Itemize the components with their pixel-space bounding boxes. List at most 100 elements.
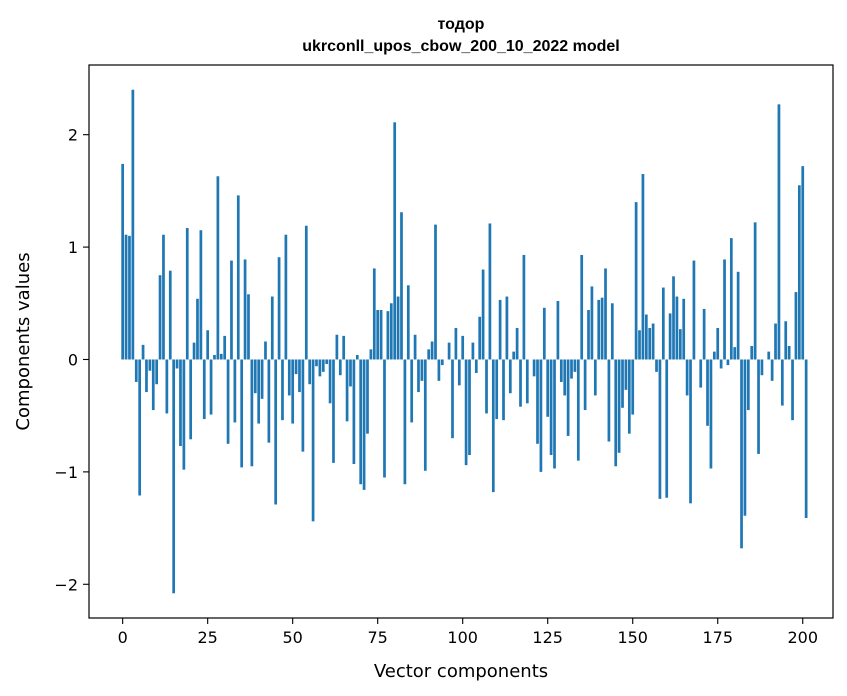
x-axis: 0 25 50 75 100 125 150 175 200 <box>118 618 818 647</box>
bar-187 <box>757 359 760 454</box>
bar-73 <box>369 349 373 360</box>
bars-group <box>121 89 808 594</box>
bar-175 <box>716 328 720 360</box>
y-tick-label: 1 <box>68 238 78 257</box>
bar-200 <box>801 166 805 360</box>
bar-11 <box>158 275 162 360</box>
bar-67 <box>349 359 352 387</box>
bar-107 <box>485 359 488 414</box>
bar-90 <box>427 349 431 360</box>
bar-133 <box>573 359 577 372</box>
bar-7 <box>145 359 148 393</box>
x-tick-label: 75 <box>368 628 388 647</box>
chart-title-line1: тодор <box>438 16 485 33</box>
bar-151 <box>634 202 638 360</box>
bar-92 <box>434 224 437 360</box>
bar-65 <box>342 335 346 360</box>
bar-159 <box>661 287 665 360</box>
bar-87 <box>417 359 420 393</box>
bar-4 <box>134 359 138 382</box>
bar-116 <box>515 328 519 360</box>
bar-70 <box>359 359 363 485</box>
bar-42 <box>264 341 267 360</box>
bar-30 <box>223 335 227 360</box>
y-tick-label: 0 <box>68 350 78 369</box>
bar-3 <box>131 89 135 360</box>
bar-21 <box>192 342 196 360</box>
bar-109 <box>491 359 495 493</box>
bar-161 <box>668 313 672 360</box>
bar-105 <box>478 316 482 360</box>
bar-141 <box>600 297 604 360</box>
bar-198 <box>794 292 798 360</box>
bar-44 <box>270 296 274 360</box>
bar-149 <box>627 359 631 434</box>
bar-172 <box>706 359 709 426</box>
plot-frame <box>88 64 834 619</box>
bar-119 <box>525 359 529 404</box>
bar-69 <box>355 354 359 360</box>
bar-13 <box>165 359 169 414</box>
bar-113 <box>505 296 509 360</box>
bar-35 <box>240 359 244 468</box>
bar-147 <box>621 359 624 408</box>
bar-102 <box>468 359 471 456</box>
bar-188 <box>760 359 764 376</box>
bar-17 <box>179 359 182 447</box>
bar-110 <box>495 359 499 420</box>
bar-47 <box>281 359 284 421</box>
bar-195 <box>784 321 788 360</box>
bar-60 <box>325 359 329 364</box>
bar-145 <box>614 359 618 467</box>
bar-88 <box>420 359 424 381</box>
bar-82 <box>400 212 403 360</box>
bar-130 <box>563 359 567 396</box>
bar-97 <box>451 359 454 439</box>
bar-182 <box>740 359 743 549</box>
bar-41 <box>260 359 264 399</box>
bar-98 <box>454 328 458 360</box>
bar-112 <box>502 359 505 421</box>
bar-192 <box>774 323 777 360</box>
bar-184 <box>746 359 750 411</box>
bar-6 <box>141 344 145 360</box>
bar-76 <box>379 310 383 360</box>
bar-131 <box>566 359 570 436</box>
bar-25 <box>206 330 210 360</box>
bar-183 <box>743 359 747 516</box>
bar-185 <box>750 345 754 360</box>
y-axis-label: Components values <box>13 252 34 430</box>
bar-122 <box>536 359 539 444</box>
bar-106 <box>481 269 485 360</box>
bar-155 <box>648 328 652 360</box>
bar-40 <box>257 359 261 424</box>
bar-31 <box>226 359 230 444</box>
bar-18 <box>182 359 186 470</box>
bar-23 <box>199 230 203 360</box>
bar-2 <box>128 235 131 360</box>
bar-71 <box>362 359 366 490</box>
bar-196 <box>787 345 791 360</box>
bar-77 <box>383 359 386 478</box>
bar-164 <box>678 329 682 360</box>
bar-38 <box>250 359 254 467</box>
bar-5 <box>138 359 142 496</box>
bar-61 <box>328 359 332 404</box>
bar-91 <box>430 341 434 360</box>
y-tick-label: −1 <box>54 463 78 482</box>
x-tick-label: 200 <box>787 628 818 647</box>
bar-57 <box>315 359 318 367</box>
bar-158 <box>658 359 662 499</box>
x-tick-label: 0 <box>118 628 128 647</box>
bar-99 <box>457 359 461 386</box>
bar-125 <box>546 359 550 417</box>
bar-104 <box>474 359 478 373</box>
bar-115 <box>512 351 516 360</box>
bar-150 <box>631 359 635 415</box>
bar-100 <box>461 335 465 360</box>
bar-179 <box>729 238 733 360</box>
x-tick-label: 25 <box>197 628 217 647</box>
bar-126 <box>549 359 553 456</box>
